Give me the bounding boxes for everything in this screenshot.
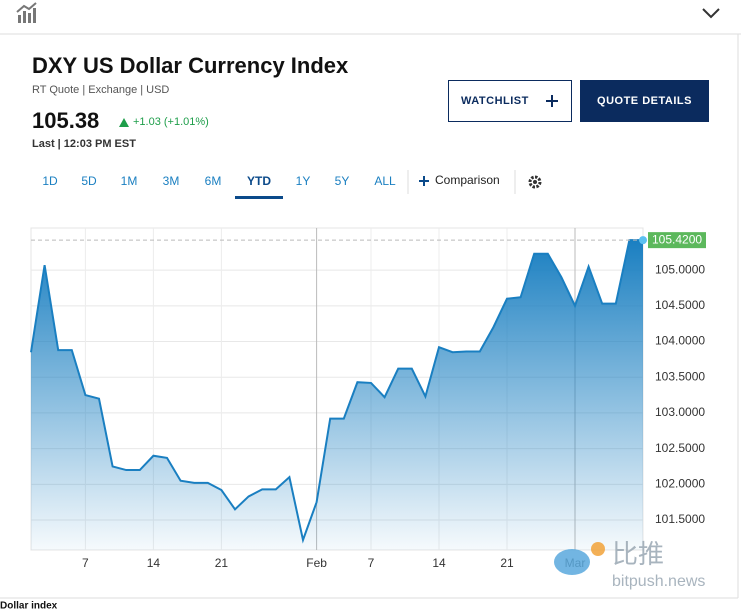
title: DXY US Dollar Currency Index (32, 53, 349, 78)
y-tick-label: 104.0000 (655, 334, 705, 348)
up-arrow (119, 118, 129, 127)
range-tab[interactable]: 1Y (296, 174, 311, 188)
range-tab[interactable]: 1M (121, 174, 138, 188)
last-value-label: 105.4200 (652, 232, 702, 246)
y-tick-label: 104.5000 (655, 298, 705, 312)
x-tick-label: Feb (306, 556, 327, 570)
subtitle: RT Quote | Exchange | USD (32, 84, 169, 96)
chart-icon[interactable] (16, 2, 37, 23)
comparison-button[interactable]: Comparison (435, 173, 500, 187)
range-tabs: 1D 5D 1M 3M 6M YTD 1Y 5Y ALL (42, 174, 396, 199)
last-time: Last | 12:03 PM EST (32, 138, 136, 150)
range-tab[interactable]: 3M (163, 174, 180, 188)
x-tick-label: 21 (500, 556, 514, 570)
plus-icon (419, 176, 429, 186)
last-value-badge (648, 232, 706, 249)
plot: 101.5000 102.0000 102.5000 103.0000 103.5000… (30, 227, 706, 570)
area-fill (31, 240, 643, 551)
x-tick-label: 21 (215, 556, 229, 570)
price-change: +1.03 (+1.01%) (133, 116, 209, 128)
range-tab[interactable]: ALL (374, 174, 396, 188)
price: 105.38 (32, 108, 99, 133)
range-tab[interactable]: YTD (247, 174, 271, 188)
range-tab[interactable]: 5D (81, 174, 97, 188)
watermark-site: bitpush.news (612, 573, 705, 590)
top-bar (0, 0, 741, 34)
settings-icon[interactable] (528, 175, 542, 189)
active-underline (235, 196, 283, 199)
x-tick-label: 14 (432, 556, 446, 570)
y-tick-label: 101.5000 (655, 512, 705, 526)
x-tick-label: 14 (147, 556, 161, 570)
range-tab[interactable]: 5Y (335, 174, 350, 188)
caption: Dollar index (0, 601, 58, 609)
price-line (30, 239, 643, 544)
range-tab[interactable]: 1D (42, 174, 58, 188)
y-tick-label: 102.5000 (655, 441, 705, 455)
y-tick-label: 103.5000 (655, 369, 705, 383)
y-tick-label: 105.0000 (655, 262, 705, 276)
x-tick-label: 7 (368, 556, 375, 570)
y-tick-label: 102.0000 (655, 476, 705, 490)
quote-details-button[interactable] (580, 80, 709, 122)
button-label: WATCHLIST (461, 95, 529, 107)
plus-icon (546, 95, 558, 107)
y-tick-label: 103.0000 (655, 405, 705, 419)
watermark: 比推 bitpush.news (554, 539, 705, 590)
watermark-logo: 比推 (612, 539, 664, 569)
button-label: QUOTE DETAILS (597, 95, 692, 107)
x-tick-label: 7 (82, 556, 89, 570)
range-tab[interactable]: 6M (205, 174, 222, 188)
collapse-chevron[interactable] (702, 8, 720, 19)
last-value-dot (639, 236, 647, 245)
